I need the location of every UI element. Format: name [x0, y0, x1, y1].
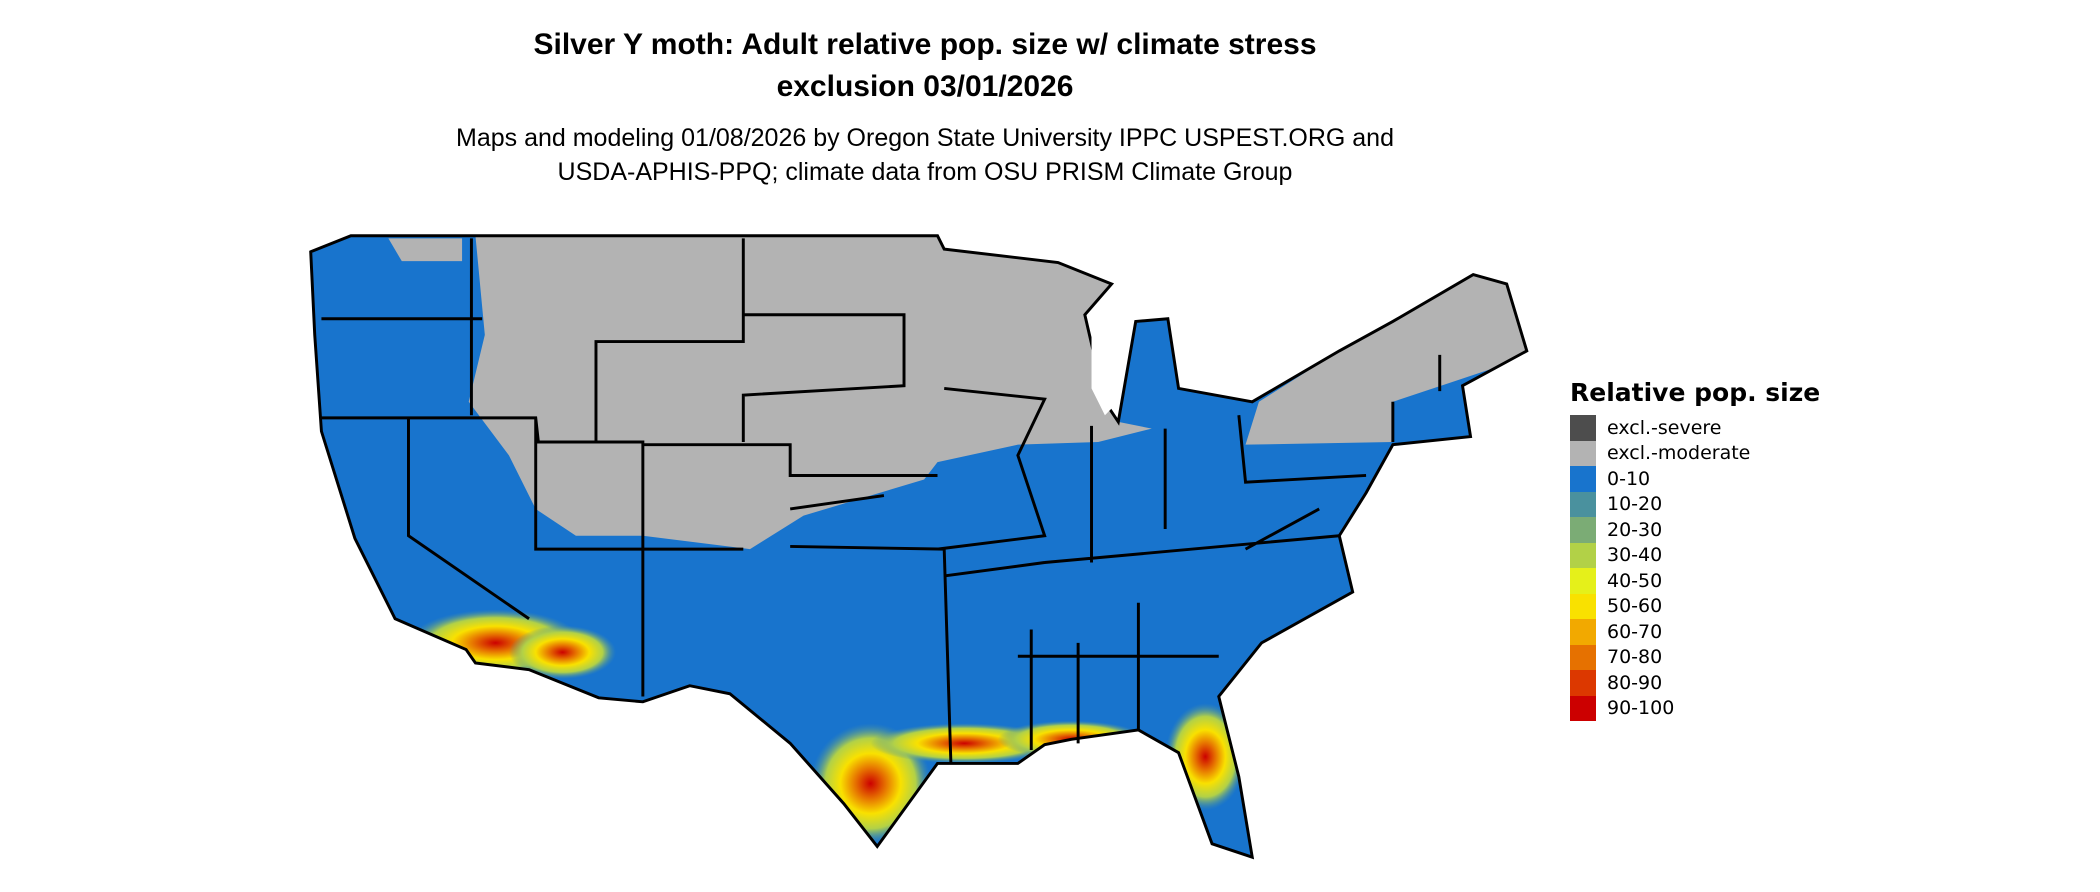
- legend-item: excl.-moderate: [1570, 440, 1820, 466]
- legend-label: excl.-severe: [1607, 416, 1722, 439]
- legend-item: 10-20: [1570, 491, 1820, 517]
- region-excl-moderate-cascades: [388, 238, 463, 262]
- legend-title: Relative pop. size: [1570, 378, 1821, 407]
- legend-item: 20-30: [1570, 517, 1820, 543]
- subtitle-line1: Maps and modeling 01/08/2026 by Oregon S…: [456, 124, 1394, 152]
- legend-swatch: [1570, 542, 1596, 568]
- map-title-line1: Silver Y moth: Adult relative pop. size …: [533, 28, 1317, 61]
- legend-label: 30-40: [1607, 544, 1663, 567]
- map-title-line2: exclusion 03/01/2026: [776, 70, 1074, 103]
- legend-swatch: [1570, 695, 1596, 721]
- legend-swatch: [1570, 440, 1596, 466]
- legend-item: 60-70: [1570, 619, 1820, 645]
- legend-label: 80-90: [1607, 671, 1663, 694]
- state-borders: [309, 234, 1529, 859]
- legend-item: 80-90: [1570, 670, 1820, 696]
- legend-label: 60-70: [1607, 620, 1663, 643]
- legend-swatch: [1570, 491, 1596, 517]
- subtitle-line2: USDA-APHIS-PPQ; climate data from OSU PR…: [557, 158, 1293, 186]
- legend-item: 90-100: [1570, 695, 1820, 721]
- legend-swatch: [1570, 517, 1596, 543]
- region-warm-arizona: [508, 625, 617, 680]
- legend-swatch: [1570, 593, 1596, 619]
- legend-item: 50-60: [1570, 593, 1820, 619]
- legend-label: 50-60: [1607, 595, 1663, 618]
- legend-swatch: [1570, 644, 1596, 670]
- legend-label: 0-10: [1607, 467, 1651, 490]
- lake-michigan: [1091, 321, 1119, 416]
- legend-item: 30-40: [1570, 542, 1820, 568]
- legend-swatch: [1570, 670, 1596, 696]
- legend-label: 10-20: [1607, 493, 1663, 516]
- legend-swatch: [1570, 466, 1596, 492]
- legend-label: 70-80: [1607, 646, 1663, 669]
- legend-swatch: [1570, 568, 1596, 594]
- legend-swatch: [1570, 415, 1596, 441]
- legend-label: 20-30: [1607, 518, 1663, 541]
- legend-label: excl.-moderate: [1607, 442, 1751, 465]
- legend-item: excl.-severe: [1570, 415, 1820, 441]
- legend: Relative pop. size excl.-severe excl.-mod…: [1570, 378, 1820, 721]
- legend-item: 40-50: [1570, 568, 1820, 594]
- legend-item: 70-80: [1570, 644, 1820, 670]
- legend-item: 0-10: [1570, 466, 1820, 492]
- legend-swatch: [1570, 619, 1596, 645]
- legend-label: 90-100: [1607, 697, 1675, 720]
- region-excl-moderate-northeast: [1245, 274, 1527, 445]
- legend-label: 40-50: [1607, 569, 1663, 592]
